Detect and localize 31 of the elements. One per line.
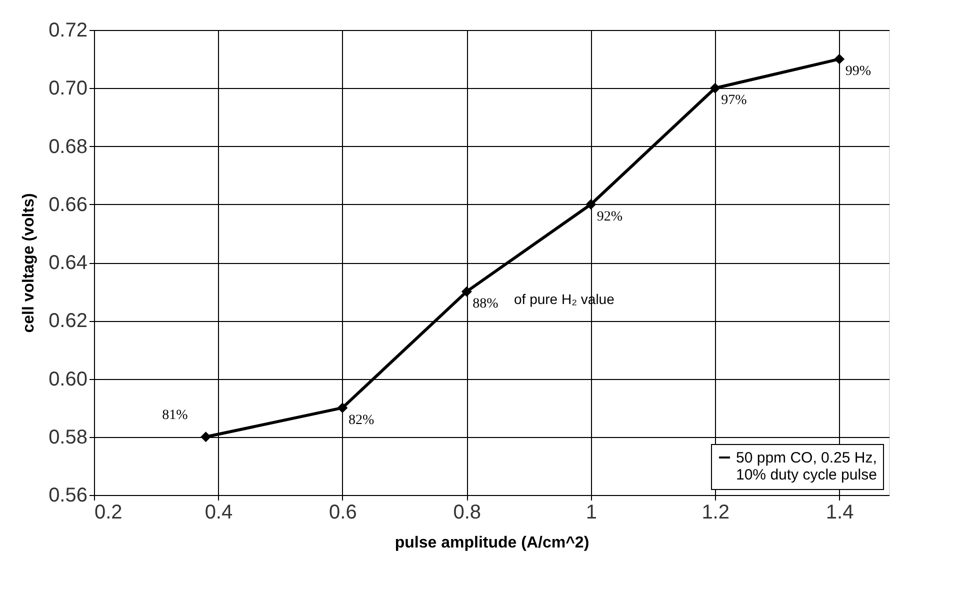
y-tick-label: 0.72 bbox=[48, 20, 88, 42]
y-tick-label: 0.60 bbox=[48, 368, 88, 390]
annotation: 92% bbox=[596, 209, 623, 224]
x-axis-title: pulse amplitude (A/cm^2) bbox=[394, 534, 590, 552]
annotation: 81% bbox=[162, 408, 188, 423]
y-tick-label: 0.58 bbox=[48, 426, 88, 448]
y-tick-label: 0.64 bbox=[48, 252, 88, 274]
x-tick-label: 1.4 bbox=[826, 502, 854, 524]
x-tick-label: 1.2 bbox=[702, 502, 730, 524]
point bbox=[586, 199, 596, 210]
y-tick-label: 0.62 bbox=[48, 310, 88, 332]
x-tick-label: 1 bbox=[586, 502, 597, 524]
point bbox=[200, 432, 212, 442]
point bbox=[337, 402, 348, 414]
y-axis-title: cell voltage (volts) bbox=[20, 193, 38, 333]
legend-label: 50 ppm CO, 0.25 Hz, 10% duty cycle pulse bbox=[736, 450, 877, 484]
annotation: 99% bbox=[845, 64, 872, 80]
x-tick-label: 0.8 bbox=[453, 502, 482, 524]
y-tick-label: 0.56 bbox=[48, 484, 88, 506]
point bbox=[834, 54, 845, 64]
x-tick-label: 0.6 bbox=[329, 502, 357, 524]
x-tick-label: 0.2 bbox=[94, 502, 122, 524]
point bbox=[710, 82, 720, 94]
point bbox=[461, 286, 472, 297]
y-tick-label: 0.68 bbox=[48, 136, 88, 158]
y-tick-label: 0.66 bbox=[48, 194, 88, 216]
y-tick-label: 0.70 bbox=[48, 78, 88, 100]
x-tick-label: 0.4 bbox=[204, 502, 233, 524]
annotation: 97% bbox=[721, 93, 748, 108]
annotation: 88% bbox=[472, 296, 499, 312]
annotation: 82% bbox=[348, 412, 374, 428]
